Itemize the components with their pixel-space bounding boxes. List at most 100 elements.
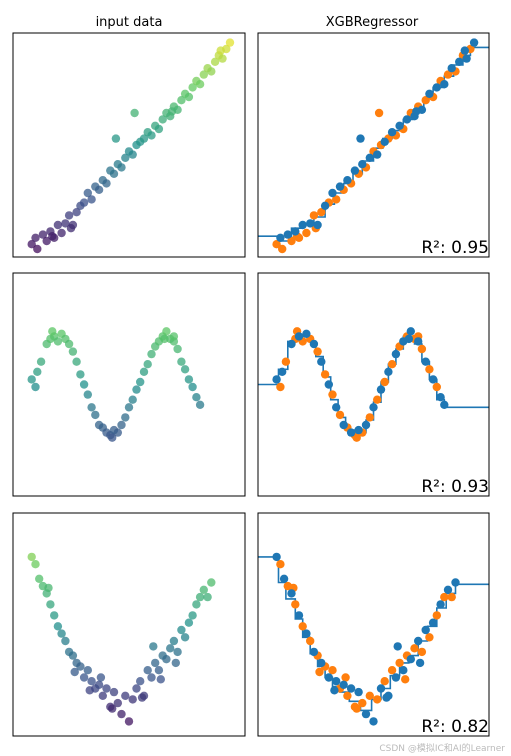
train-point (428, 618, 438, 627)
train-point (440, 80, 449, 89)
input-point (61, 219, 70, 228)
input-point (184, 618, 194, 627)
train-point (414, 337, 423, 346)
train-point (320, 201, 330, 210)
input-point (33, 244, 42, 254)
input-point (225, 38, 235, 47)
input-point (27, 240, 36, 249)
test-point (328, 390, 337, 399)
input-point (98, 691, 108, 700)
column-title-xgbregressor: XGBRegressor (326, 15, 419, 30)
train-point (287, 589, 296, 598)
input-point (121, 691, 130, 700)
input-point (94, 185, 104, 194)
test-point (447, 592, 456, 602)
test-point (358, 698, 367, 708)
test-point (432, 382, 441, 392)
input-point (48, 232, 57, 241)
train-point (272, 552, 281, 562)
input-point (31, 233, 40, 242)
test-point (298, 622, 307, 631)
test-point (352, 433, 361, 442)
input-point (108, 433, 117, 442)
input-point (132, 385, 141, 394)
input-point (162, 327, 171, 336)
input-point (109, 687, 119, 697)
input-point (147, 349, 156, 359)
test-point (309, 211, 319, 220)
input-point (66, 224, 76, 233)
input-point (124, 717, 134, 726)
train-point (443, 585, 453, 594)
train-point (294, 611, 304, 620)
input-point (87, 195, 96, 204)
input-point (154, 124, 164, 134)
train-point (346, 684, 356, 693)
train-point (387, 128, 397, 137)
input-point (137, 693, 147, 702)
input-point (36, 357, 46, 366)
input-point (136, 377, 145, 387)
train-point (313, 220, 322, 230)
input-point (50, 611, 59, 620)
train-point (421, 625, 430, 635)
watermark: CSDN @模拟IC和AI的Learner (379, 744, 505, 754)
test-point (373, 695, 382, 704)
input-point (128, 150, 137, 159)
train-point (455, 57, 464, 66)
input-point (68, 651, 78, 660)
input-point (173, 344, 182, 354)
input-point (94, 680, 104, 689)
axes-frame (257, 32, 490, 258)
input-point (79, 673, 89, 682)
r2-score: R²: 0.95 (421, 238, 489, 258)
train-point (395, 121, 404, 130)
input-point (31, 560, 40, 569)
train-point (272, 375, 281, 384)
train-point (324, 673, 333, 682)
test-point (432, 611, 441, 620)
test-point (306, 636, 315, 646)
input-point (48, 327, 57, 336)
train-point (317, 658, 326, 668)
input-point (188, 83, 197, 92)
input-point (136, 677, 145, 686)
train-point (294, 332, 304, 341)
train-point (354, 687, 363, 697)
test-point (315, 667, 324, 677)
train-point (380, 137, 389, 146)
input-point (64, 211, 74, 220)
input-point (72, 208, 81, 217)
train-point (447, 63, 456, 73)
input-point (139, 134, 149, 143)
test-point (425, 365, 434, 374)
test-point (365, 413, 374, 422)
train-point (440, 400, 449, 409)
test-point (443, 70, 453, 79)
prediction-line (258, 46, 489, 242)
train-point (376, 385, 386, 394)
axes-row3-xgb (258, 552, 489, 726)
input-point (147, 673, 156, 682)
train-point (306, 219, 315, 228)
train-point (369, 717, 378, 726)
input-point (139, 367, 149, 376)
train-point (361, 709, 371, 719)
train-point (343, 176, 352, 185)
axes-frame (12, 32, 246, 258)
input-point (184, 375, 194, 384)
input-point (132, 684, 141, 693)
train-point (356, 134, 365, 143)
input-point (108, 704, 117, 713)
test-point (278, 244, 287, 254)
train-point (406, 655, 415, 664)
input-point (207, 578, 216, 587)
test-point (374, 108, 384, 118)
train-point (432, 83, 441, 92)
train-point (382, 693, 391, 702)
test-point (425, 633, 434, 642)
train-point (302, 629, 311, 638)
input-point (53, 622, 63, 631)
input-point (33, 367, 42, 376)
